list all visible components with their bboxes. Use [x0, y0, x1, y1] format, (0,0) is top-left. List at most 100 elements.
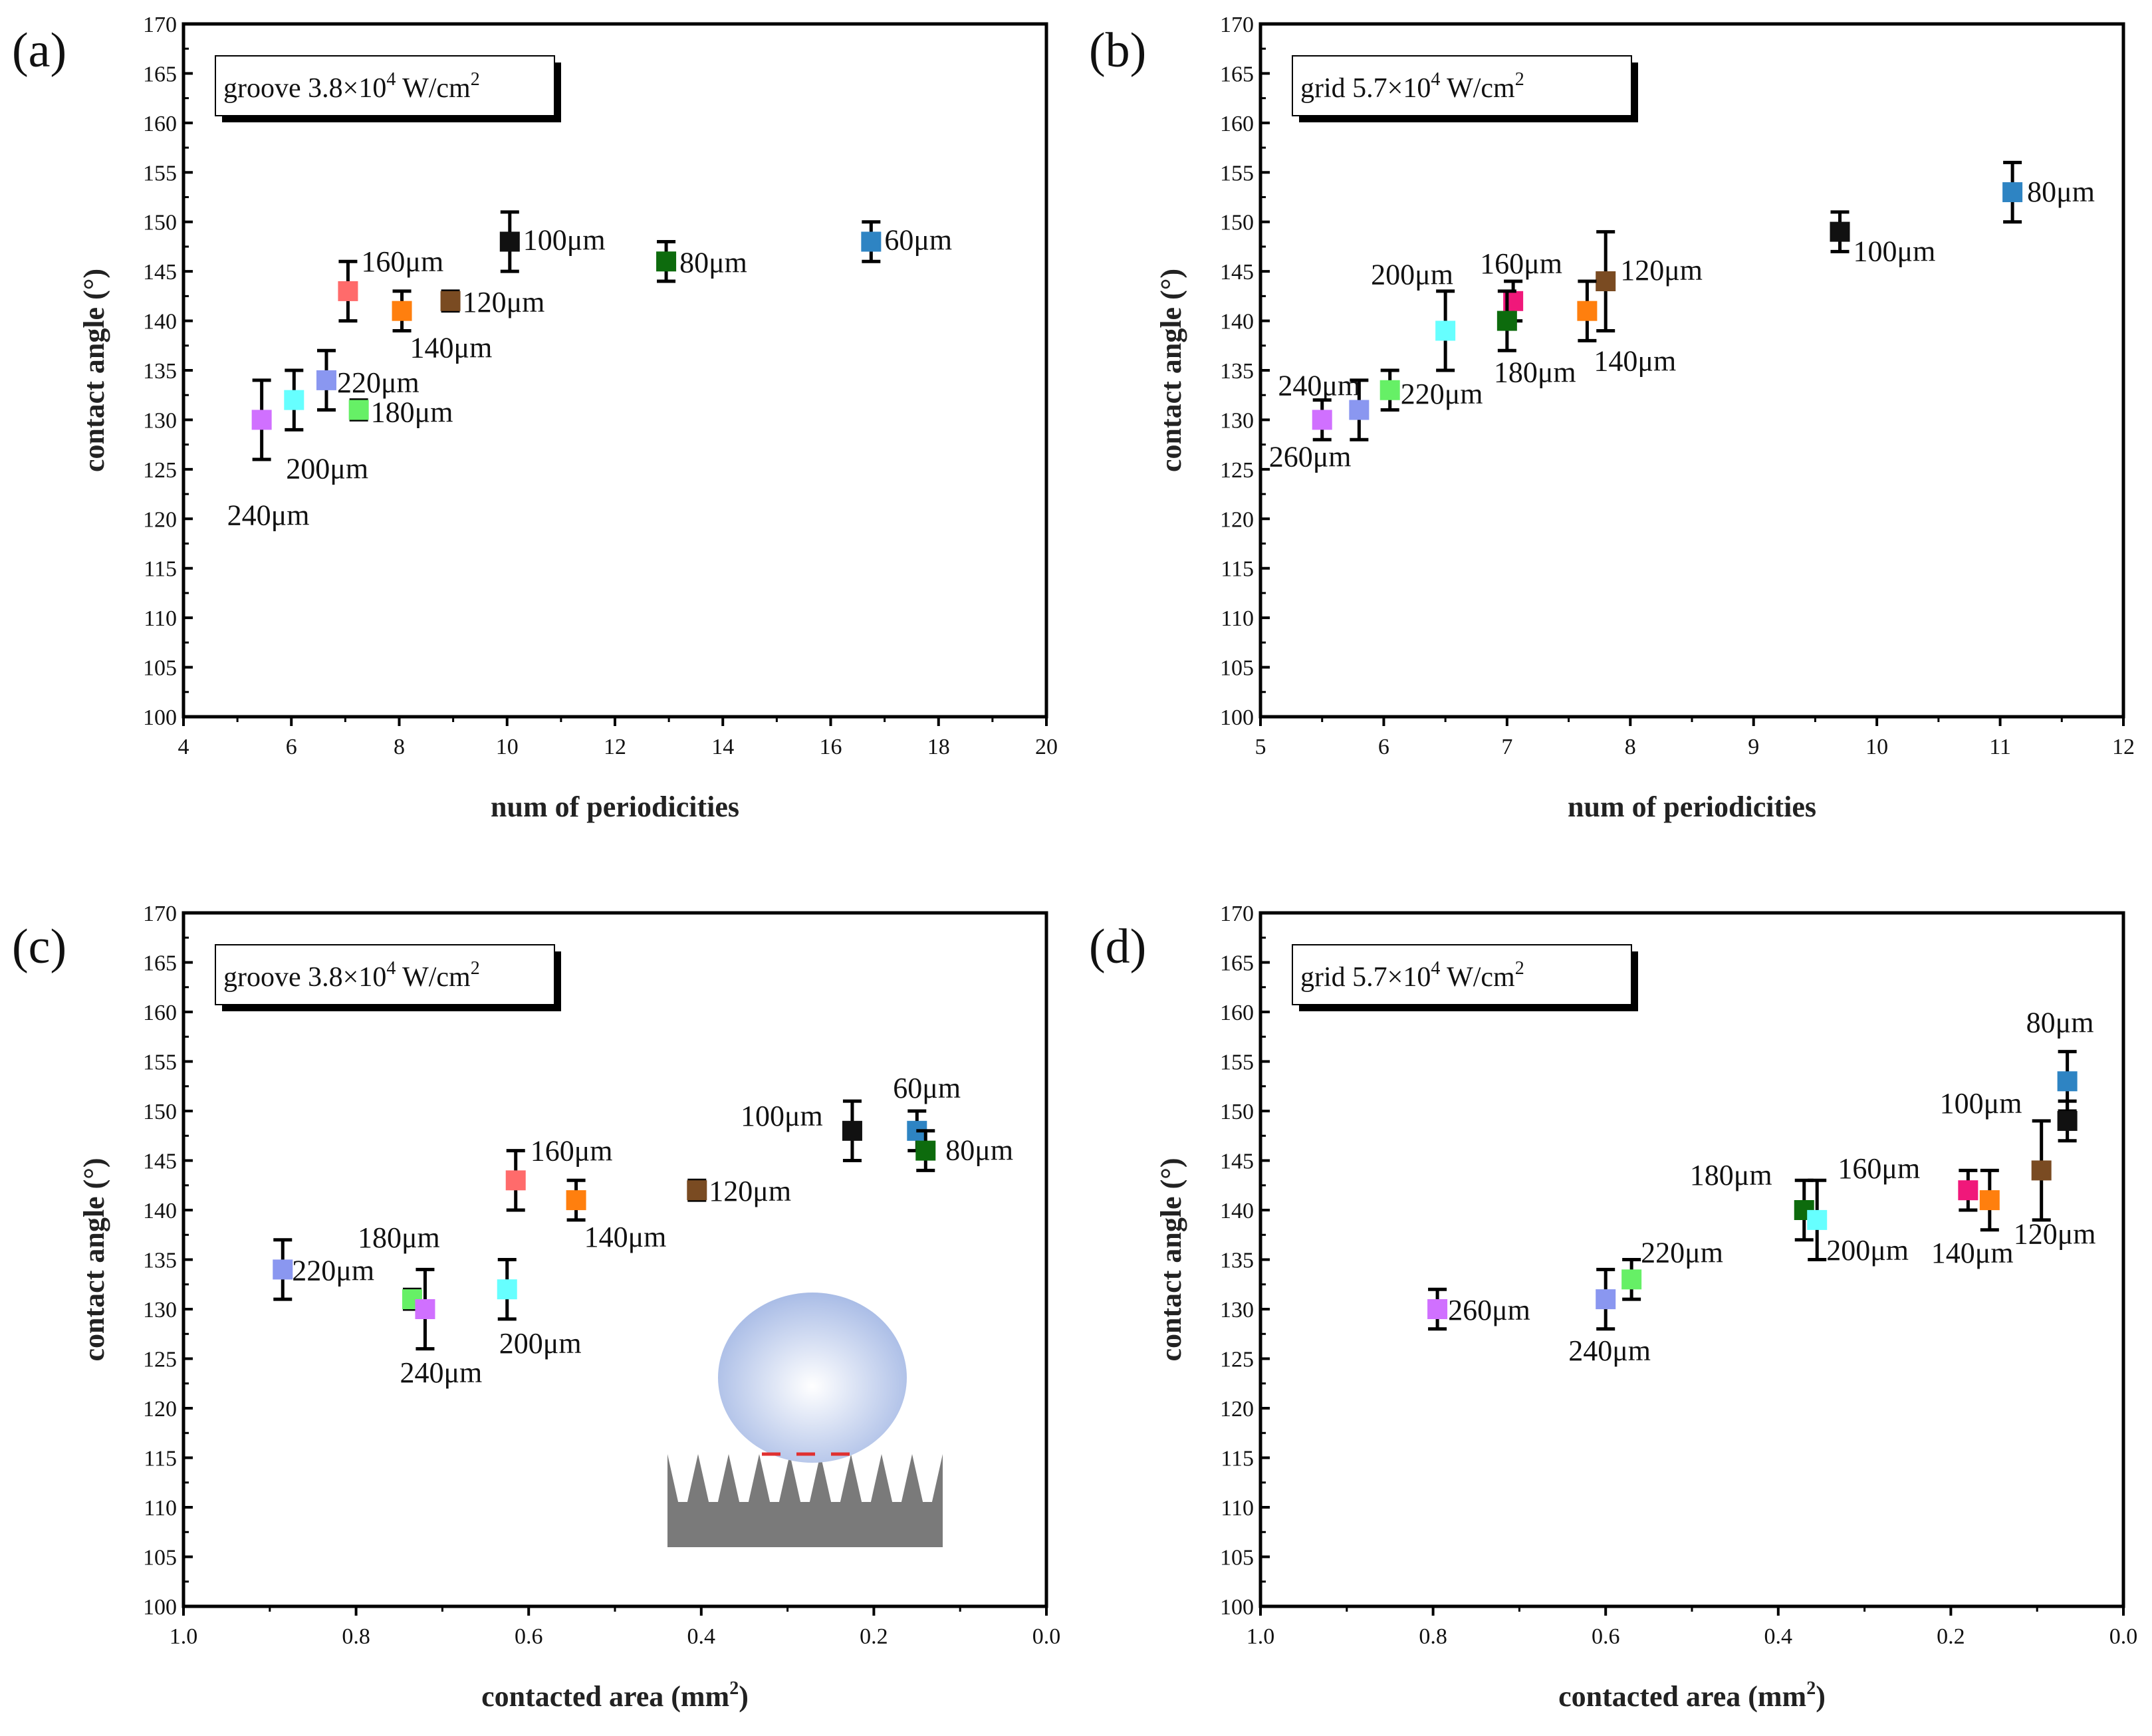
- y-axis-title: contact angle (°): [78, 1158, 110, 1362]
- data-marker: [1577, 301, 1598, 321]
- data-label: 160μm: [531, 1134, 613, 1167]
- data-marker: [348, 400, 369, 420]
- data-point-260μm: 260μm: [1269, 398, 1352, 473]
- plot-frame: [181, 22, 1048, 719]
- legend-text-unit-exp: 2: [471, 69, 480, 90]
- legend-text: grid 5.7×104 W/cm2: [1300, 69, 1524, 104]
- x-axis-title-tail: ): [1816, 1680, 1826, 1713]
- data-marker: [1349, 400, 1370, 420]
- data-point-220μm: 220μm: [316, 348, 419, 412]
- data-point-240μm: 240μm: [400, 1267, 482, 1389]
- y-tick-label: 160: [1220, 112, 1254, 136]
- data-point-180μm: 180μm: [1494, 289, 1576, 389]
- x-tick-label: 4: [178, 735, 189, 759]
- data-marker: [1807, 1209, 1828, 1230]
- data-marker: [1979, 1190, 2000, 1211]
- legend-text-exp: 4: [1431, 69, 1440, 90]
- data-marker: [687, 1180, 707, 1201]
- y-tick-label: 115: [1221, 557, 1254, 582]
- data-marker: [251, 410, 272, 430]
- x-tick-label: 7: [1501, 735, 1512, 759]
- data-label: 140μm: [584, 1221, 667, 1253]
- y-tick-label: 160: [143, 112, 177, 136]
- chart-panel-1: (b)1001051101151201251301351401451501551…: [1089, 13, 2135, 823]
- data-point-100μm: 100μm: [499, 210, 606, 273]
- y-tick-label: 155: [1220, 161, 1254, 186]
- data-point-180μm: 180μm: [1690, 1159, 1814, 1242]
- panel-tag: (b): [1089, 23, 1146, 78]
- data-label: 220μm: [1401, 378, 1483, 410]
- x-tick-label: 0.2: [1937, 1624, 1965, 1649]
- data-label: 240μm: [400, 1356, 482, 1389]
- y-tick-label: 110: [1221, 1496, 1254, 1521]
- y-tick-label: 160: [1220, 1001, 1254, 1025]
- x-tick-label: 11: [1989, 735, 2011, 759]
- data-point-160μm: 160μm: [338, 245, 443, 323]
- data-label: 180μm: [1494, 356, 1576, 389]
- data-point-220μm: 220μm: [273, 1238, 374, 1301]
- legend-text: groove 3.8×104 W/cm2: [223, 958, 480, 993]
- data-label: 180μm: [1690, 1159, 1772, 1191]
- y-tick-label: 145: [143, 260, 177, 285]
- x-tick-label: 12: [604, 735, 626, 759]
- x-tick-label: 0.6: [1592, 1624, 1620, 1649]
- x-tick-label: 14: [711, 735, 734, 759]
- data-label: 120μm: [463, 286, 545, 318]
- data-label: 100μm: [741, 1100, 823, 1132]
- legend-text-base: grid 5.7×10: [1300, 962, 1431, 993]
- data-point-100μm: 100μm: [1830, 210, 1935, 268]
- data-label: 160μm: [361, 245, 443, 278]
- y-tick-label: 100: [1220, 705, 1254, 730]
- data-label: 80μm: [2026, 1006, 2094, 1039]
- y-tick-label: 130: [1220, 408, 1254, 433]
- data-point-120μm: 120μm: [440, 286, 545, 318]
- data-label: 80μm: [2027, 176, 2095, 208]
- y-tick-label: 155: [143, 161, 177, 186]
- data-point-80μm: 80μm: [915, 1129, 1013, 1172]
- x-tick-label: 0.2: [860, 1624, 888, 1649]
- data-label: 180μm: [371, 396, 453, 429]
- legend-text-unit: W/cm: [396, 73, 471, 104]
- data-point-120μm: 120μm: [2014, 1119, 2096, 1250]
- data-point-200μm: 200μm: [1371, 258, 1456, 372]
- data-label: 200μm: [1826, 1234, 1909, 1267]
- data-point-200μm: 200μm: [497, 1258, 582, 1360]
- data-point-140μm: 140μm: [566, 1178, 667, 1253]
- data-point-220μm: 220μm: [1621, 1236, 1723, 1301]
- x-tick-label: 8: [1625, 735, 1636, 759]
- x-tick-label: 10: [496, 735, 519, 759]
- data-marker: [1621, 1269, 1642, 1290]
- data-point-180μm: 180μm: [348, 396, 453, 429]
- y-tick-label: 110: [144, 606, 177, 631]
- y-tick-label: 125: [143, 458, 177, 483]
- y-tick-label: 125: [1220, 1348, 1254, 1372]
- y-tick-label: 155: [143, 1051, 177, 1075]
- chart-panel-3: (d) 100 105 110 115 120 125 130 135 140 145 150 155 1…: [1089, 902, 2137, 1713]
- data-label: 200μm: [1371, 258, 1453, 291]
- data-label: 180μm: [358, 1221, 440, 1254]
- data-point-100μm: 100μm: [1940, 1087, 2078, 1143]
- legend-text-exp: 4: [1431, 958, 1440, 979]
- legend-text-base: grid 5.7×10: [1300, 73, 1431, 104]
- x-tick-label: 0.6: [515, 1624, 543, 1649]
- data-marker: [566, 1190, 586, 1211]
- legend-box: [1292, 55, 1632, 116]
- y-tick-label: 125: [143, 1348, 177, 1372]
- y-tick-label: 115: [144, 1447, 177, 1471]
- data-label: 140μm: [1594, 345, 1676, 378]
- y-tick-label: 145: [1220, 1150, 1254, 1174]
- x-axis-title: contacted area (mm2): [481, 1678, 749, 1713]
- y-tick-label: 105: [143, 1546, 177, 1570]
- data-marker: [273, 1259, 293, 1280]
- panel-tag: (a): [12, 23, 66, 78]
- y-tick-label: 105: [1220, 656, 1254, 681]
- data-label: 220μm: [292, 1254, 374, 1287]
- y-tick-label: 100: [1220, 1595, 1254, 1620]
- x-tick-label: 1.0: [170, 1624, 198, 1649]
- data-marker: [1435, 320, 1456, 341]
- x-tick-label: 0.0: [1032, 1624, 1061, 1649]
- data-point-200μm: 200μm: [284, 368, 368, 485]
- data-label: 200μm: [286, 453, 368, 485]
- data-point-240μm: 240μm: [1568, 1267, 1651, 1367]
- data-marker: [505, 1170, 526, 1191]
